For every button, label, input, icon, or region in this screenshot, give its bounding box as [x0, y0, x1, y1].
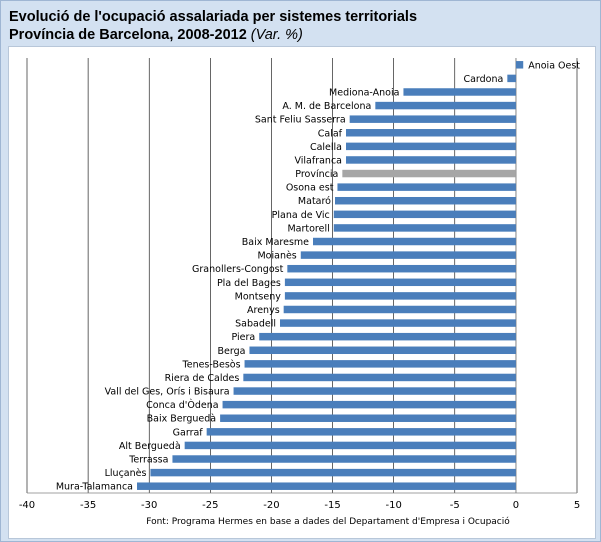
bar: [244, 360, 516, 368]
category-label: Granollers-Congost: [192, 264, 284, 275]
category-label: Conca d'Òdena: [146, 399, 218, 411]
category-label: Província: [295, 169, 338, 180]
title-block: Evolució de l'ocupació assalariada per s…: [9, 8, 417, 44]
bar: [375, 101, 516, 110]
bar: [249, 346, 516, 355]
category-label: Moianès: [257, 251, 296, 262]
bar: [287, 264, 516, 273]
category-label: Riera de Caldes: [165, 373, 240, 384]
chart-subtitle: Província de Barcelona, 2008-2012: [9, 27, 247, 43]
bar: [259, 332, 516, 341]
category-label: Sant Feliu Sasserra: [255, 115, 346, 126]
source-note: Font: Programa Hermes en base a dades de…: [146, 517, 510, 527]
bar: [206, 428, 516, 436]
chart-title: Evolució de l'ocupació assalariada per s…: [9, 9, 418, 25]
bar: [333, 210, 516, 219]
x-tick-label: -35: [80, 500, 96, 511]
category-label: Mediona-Anoia: [329, 87, 399, 98]
bar: [346, 142, 516, 151]
x-tick-label: -40: [19, 500, 35, 511]
bar: [150, 468, 516, 477]
x-tick-label: -10: [385, 500, 401, 511]
bar: [337, 183, 516, 191]
category-label: Osona est: [286, 183, 334, 194]
chart-unit: (Var. %): [250, 27, 303, 43]
x-tick-label: -5: [450, 500, 460, 511]
bar: [349, 115, 516, 123]
category-label: Baix Berguedà: [147, 414, 216, 425]
bar: [284, 278, 516, 287]
category-label: Mura-Talamanca: [56, 482, 133, 493]
bar: [313, 237, 516, 246]
chart-subtitle-line: Província de Barcelona, 2008-2012 (Var. %…: [9, 26, 417, 44]
x-tick-label: -15: [324, 500, 340, 511]
x-tick-label: 0: [513, 500, 519, 511]
category-label: Berga: [217, 346, 245, 357]
category-label: Pla del Bages: [217, 278, 281, 289]
category-label: Calella: [310, 142, 342, 153]
category-label: A. M. de Barcelona: [282, 101, 371, 112]
bar: [184, 441, 516, 450]
category-label: Sabadell: [235, 319, 276, 330]
bar: [284, 292, 516, 300]
bar: [335, 196, 516, 205]
category-label: Anoia Oest: [528, 60, 580, 71]
category-label: Terrassa: [128, 455, 168, 466]
category-label: Vall del Ges, Orís i Bisaura: [105, 387, 230, 398]
category-label: Baix Maresme: [242, 237, 309, 248]
bar: [137, 482, 516, 490]
x-tick-label: -25: [202, 500, 218, 511]
bar: [283, 305, 516, 314]
category-label: Arenys: [247, 305, 280, 316]
bar: [342, 169, 516, 178]
bar: [172, 455, 516, 463]
category-label: Lluçanès: [105, 468, 147, 479]
bar: [222, 400, 516, 409]
category-label: Plana de Vic: [272, 210, 330, 221]
category-label: Montseny: [235, 291, 282, 302]
category-label: Piera: [231, 332, 255, 343]
category-label: Mataró: [298, 196, 331, 207]
category-label: Vilafranca: [294, 155, 342, 166]
category-label: Cardona: [463, 74, 503, 85]
x-tick-label: 5: [574, 500, 580, 511]
category-label: Martorell: [287, 223, 329, 234]
x-tick-label: -30: [141, 500, 157, 511]
category-label: Alt Berguedà: [119, 441, 181, 452]
bar: [507, 74, 516, 83]
bar: [346, 129, 516, 137]
bar: [333, 224, 516, 232]
bar: [243, 373, 516, 382]
category-label: Tenes-Besòs: [182, 359, 241, 370]
bar: [220, 414, 516, 422]
bar: [403, 88, 516, 96]
category-label: Calaf: [318, 128, 343, 139]
bar: [233, 387, 516, 395]
bar: [280, 319, 516, 327]
bar: [346, 156, 516, 164]
bar: [515, 61, 524, 69]
category-label: Garraf: [173, 427, 204, 438]
x-tick-label: -20: [263, 500, 279, 511]
bar: [300, 251, 516, 259]
